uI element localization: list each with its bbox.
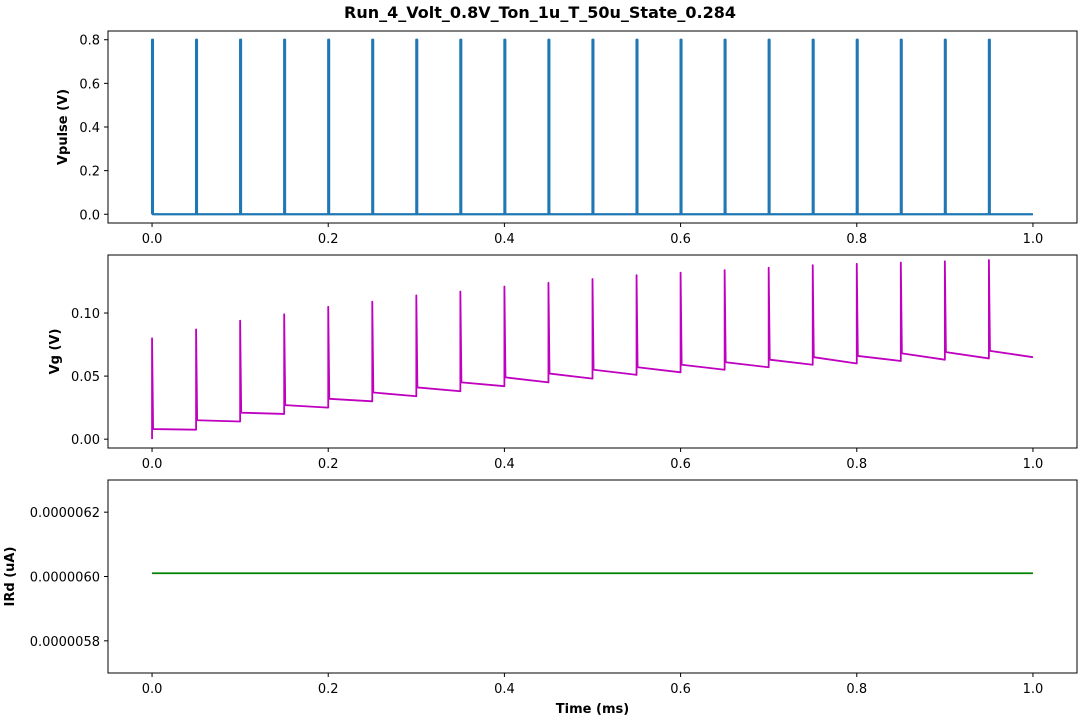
axes-frame bbox=[107, 479, 1078, 674]
x-tick-label: 1.0 bbox=[1023, 457, 1044, 472]
y-axis-label: IRd (uA) bbox=[3, 547, 18, 607]
y-tick-label: 0.4 bbox=[79, 121, 100, 136]
x-tick-label: 0.2 bbox=[318, 457, 339, 472]
x-tick-label: 1.0 bbox=[1023, 232, 1044, 247]
x-tick-label: 0.4 bbox=[494, 232, 515, 247]
y-tick-label: 0.05 bbox=[71, 370, 100, 385]
x-tick-label: 0.4 bbox=[494, 457, 515, 472]
x-axis-label: Time (ms) bbox=[556, 702, 629, 717]
x-tick-label: 0.0 bbox=[142, 232, 163, 247]
x-tick-label: 0.2 bbox=[318, 232, 339, 247]
y-tick-label: 0.00 bbox=[71, 433, 100, 448]
y-tick-label: 0.10 bbox=[71, 307, 100, 322]
y-tick-label: 0.0000058 bbox=[30, 635, 100, 650]
figure-title: Run_4_Volt_0.8V_Ton_1u_T_50u_State_0.284 bbox=[344, 3, 736, 22]
subplot-1: 0.0 0.2 0.4 0.6 0.8 1.0 0.0 0.2 0.4 0.6 0.8 Vpulse … bbox=[56, 30, 1078, 247]
subplot-2: 0.0 0.2 0.4 0.6 0.8 1.0 0.00 0.05 0.10 Vg (V) bbox=[48, 254, 1078, 472]
x-tick-label: 0.0 bbox=[142, 457, 163, 472]
axes-frame bbox=[107, 254, 1078, 449]
x-tick-label: 0.2 bbox=[318, 682, 339, 697]
y-axis-label: Vg (V) bbox=[48, 329, 63, 375]
x-tick-label: 1.0 bbox=[1023, 682, 1044, 697]
x-tick-label: 0.8 bbox=[846, 457, 867, 472]
y-tick-label: 0.0000060 bbox=[30, 571, 100, 586]
series-line bbox=[150, 38, 1033, 216]
x-tick-label: 0.6 bbox=[670, 682, 691, 697]
y-tick-label: 0.0000062 bbox=[30, 506, 100, 521]
series-line bbox=[151, 259, 1034, 440]
y-tick-label: 0.8 bbox=[79, 34, 100, 49]
x-tick-label: 0.4 bbox=[494, 682, 515, 697]
x-tick-label: 0.6 bbox=[670, 457, 691, 472]
plots: 0.0 0.2 0.4 0.6 0.8 1.0 0.0 0.2 0.4 0.6 0.8 Vpulse … bbox=[3, 30, 1078, 717]
x-tick-label: 0.8 bbox=[846, 682, 867, 697]
y-tick-label: 0.0 bbox=[79, 208, 100, 223]
y-tick-label: 0.2 bbox=[79, 165, 100, 180]
y-tick-label: 0.6 bbox=[79, 77, 100, 92]
y-axis-label: Vpulse (V) bbox=[56, 89, 71, 165]
x-tick-label: 0.6 bbox=[670, 232, 691, 247]
x-tick-label: 0.0 bbox=[142, 682, 163, 697]
subplot-3: 0.0 0.2 0.4 0.6 0.8 1.0 0.0000058 0.0000060 0.00… bbox=[3, 479, 1078, 717]
x-tick-label: 0.8 bbox=[846, 232, 867, 247]
